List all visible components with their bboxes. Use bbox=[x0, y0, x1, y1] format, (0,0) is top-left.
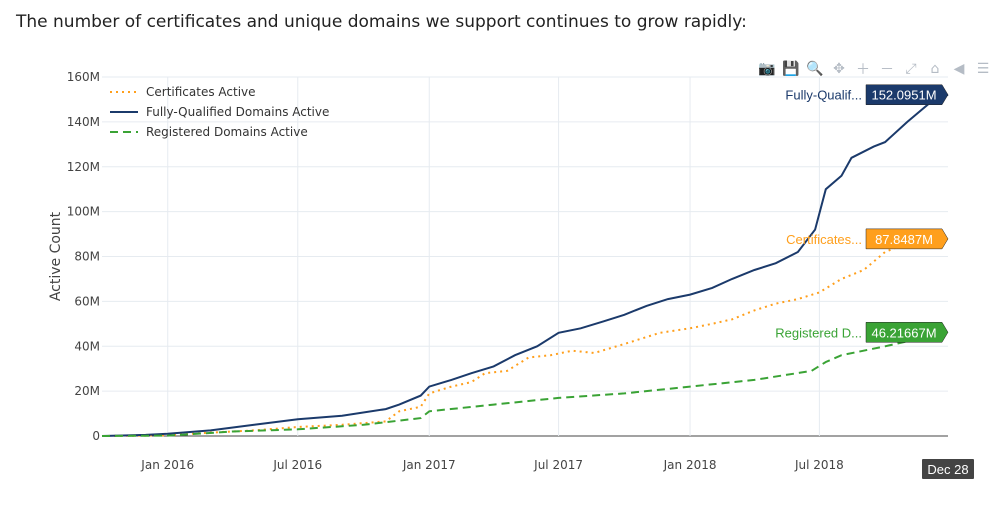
legend-label: Certificates Active bbox=[146, 85, 256, 99]
y-tick-label: 20M bbox=[74, 384, 100, 398]
x-hover-label: Dec 28 bbox=[927, 462, 968, 477]
legend-item-0[interactable]: Certificates Active bbox=[110, 85, 256, 99]
hover-series-name: Registered D... bbox=[775, 325, 862, 340]
home-icon[interactable]: ⌂ bbox=[930, 61, 940, 77]
y-tick-label: 140M bbox=[67, 115, 100, 129]
hover-value-box bbox=[865, 84, 949, 105]
grid-layer bbox=[102, 76, 948, 437]
x-tick-label: Jul 2018 bbox=[794, 458, 844, 472]
y-tick-label: 80M bbox=[74, 250, 100, 264]
autoscale-icon[interactable]: ⤢ bbox=[905, 61, 917, 77]
legend-label: Registered Domains Active bbox=[146, 125, 308, 139]
compare-hover-icon[interactable]: ☰ bbox=[976, 61, 990, 77]
y-tick-label: 100M bbox=[67, 205, 100, 219]
camera-icon[interactable]: 📷 bbox=[758, 61, 776, 77]
legend-label: Fully-Qualified Domains Active bbox=[146, 105, 329, 119]
series-line-0 bbox=[101, 237, 949, 437]
x-tick-label: Jan 2016 bbox=[140, 458, 194, 472]
hover-label-0: 87.8487M Certificates... bbox=[786, 228, 949, 250]
zoom-icon[interactable]: 🔍 bbox=[806, 61, 824, 77]
axis-layer: 0 20M 40M 60M 80M 100M 120M 140M 160M Jan 2016 Jul… bbox=[48, 70, 844, 472]
spike-lines-icon[interactable]: ◀ bbox=[953, 61, 965, 77]
x-hover-box bbox=[922, 459, 974, 479]
legend-item-1[interactable]: Fully-Qualified Domains Active bbox=[110, 105, 329, 119]
hover-series-name: Certificates... bbox=[786, 232, 862, 247]
x-tick-label: Jul 2016 bbox=[272, 458, 322, 472]
legend[interactable]: Certificates Active Fully-Qualified Domai… bbox=[110, 85, 329, 139]
legend-item-2[interactable]: Registered Domains Active bbox=[110, 125, 308, 139]
hover-value-box bbox=[865, 228, 949, 250]
hover-value: 152.0951M bbox=[871, 88, 936, 103]
y-tick-label: 40M bbox=[74, 339, 100, 353]
series-line-1 bbox=[101, 93, 949, 437]
hover-value: 46.21667M bbox=[871, 325, 936, 340]
hover-value: 87.8487M bbox=[875, 232, 933, 247]
chart-modebar: 📷 💾 🔍 ✥ ＋ － ⤢ ⌂ ◀ ☰ bbox=[756, 59, 994, 79]
y-tick-label: 60M bbox=[74, 294, 100, 308]
y-tick-label: 0 bbox=[92, 429, 100, 443]
x-tick-label: Jul 2017 bbox=[533, 458, 583, 472]
line-chart[interactable]: 0 20M 40M 60M 80M 100M 120M 140M 160M Jan 2016 Jul… bbox=[0, 48, 1000, 530]
zoom-in-icon[interactable]: ＋ bbox=[856, 62, 870, 78]
series-line-2 bbox=[101, 331, 949, 437]
series-layer bbox=[101, 93, 949, 437]
hover-series-name: Fully-Qualif... bbox=[785, 88, 862, 103]
y-tick-label: 120M bbox=[67, 160, 100, 174]
chart-container[interactable]: 0 20M 40M 60M 80M 100M 120M 140M 160M Jan 2016 Jul… bbox=[0, 48, 1000, 530]
hover-value-box bbox=[865, 322, 949, 343]
pan-icon[interactable]: ✥ bbox=[833, 61, 845, 77]
save-icon[interactable]: 💾 bbox=[782, 61, 800, 77]
y-axis-title: Active Count bbox=[48, 211, 64, 301]
intro-text: The number of certificates and unique do… bbox=[16, 12, 747, 32]
x-tick-label: Jan 2018 bbox=[663, 458, 717, 472]
x-tick-label: Jan 2017 bbox=[402, 458, 456, 472]
hover-label-1: 152.0951M Fully-Qualif... bbox=[785, 84, 949, 105]
y-tick-label: 160M bbox=[67, 70, 100, 84]
hover-label-2: 46.21667M Registered D... bbox=[775, 322, 949, 343]
zoom-out-icon[interactable]: － bbox=[880, 62, 894, 78]
hover-layer: Dec 28 87.8487M Certificates... 152.0951M Fu… bbox=[775, 84, 974, 479]
